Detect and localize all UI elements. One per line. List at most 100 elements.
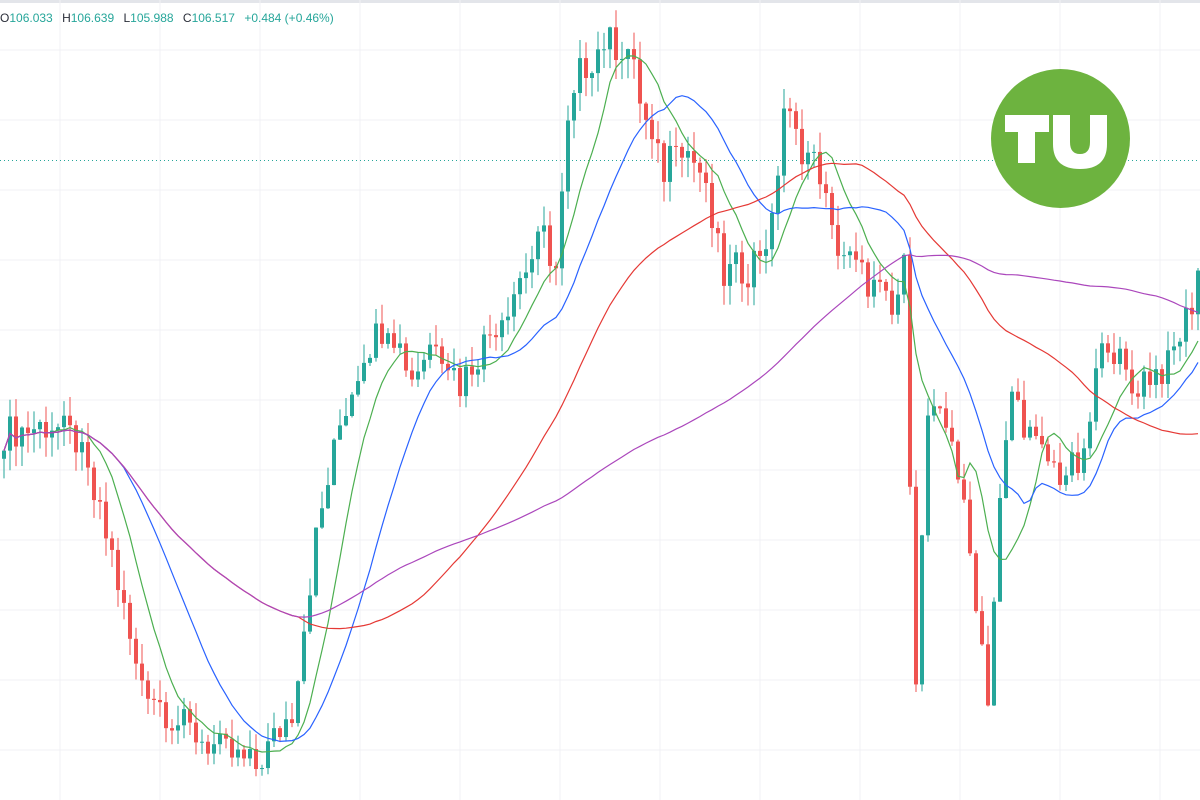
candle-down <box>788 108 792 112</box>
candle-down <box>458 368 462 397</box>
candle-down <box>278 728 282 738</box>
candle-down <box>662 143 666 182</box>
candle-down <box>1160 369 1164 384</box>
candle-up <box>1166 350 1170 384</box>
candle-down <box>224 733 228 739</box>
candle-down <box>92 467 96 501</box>
candle-down <box>746 283 750 288</box>
candle-up <box>764 249 768 256</box>
candle-up <box>248 749 252 759</box>
candle-up <box>2 450 6 459</box>
candle-down <box>980 611 984 645</box>
candle-down <box>860 259 864 263</box>
candle-up <box>1004 440 1008 499</box>
candle-down <box>1130 369 1134 394</box>
candle-down <box>206 741 210 754</box>
candle-up <box>1064 475 1068 485</box>
candle-up <box>350 394 354 417</box>
candle-down <box>944 408 948 428</box>
candle-down <box>1034 426 1038 436</box>
candle-down <box>650 119 654 140</box>
candle-up <box>38 422 42 430</box>
candle-down <box>710 183 714 229</box>
candle-up <box>1082 448 1086 473</box>
candle-up <box>902 254 906 295</box>
candle-down <box>494 335 498 338</box>
candle-down <box>116 549 120 591</box>
candle-down <box>584 58 588 79</box>
candle-down <box>968 499 972 554</box>
candle-up <box>1028 426 1032 438</box>
candle-down <box>674 145 678 147</box>
candle-up <box>1142 371 1146 397</box>
candle-up <box>452 368 456 371</box>
candle-down <box>380 323 384 344</box>
candle-up <box>992 601 996 706</box>
high-value: 106.639 <box>70 11 115 25</box>
candle-up <box>1088 421 1092 449</box>
candle-down <box>986 644 990 706</box>
candle-down <box>1148 371 1152 385</box>
candle-down <box>1076 452 1080 473</box>
candle-up <box>272 728 276 742</box>
candle-down <box>1022 399 1026 438</box>
candle-down <box>962 479 966 500</box>
candle-up <box>386 333 390 344</box>
candle-down <box>440 346 444 364</box>
candle-up <box>284 719 288 738</box>
ma-20-line <box>3 95 1199 743</box>
candle-up <box>374 323 378 358</box>
candle-down <box>86 442 90 468</box>
candle-up <box>770 212 774 250</box>
candle-up <box>1118 348 1122 364</box>
candle-up <box>212 744 216 754</box>
candle-down <box>134 638 138 664</box>
candle-down <box>698 162 702 173</box>
candle-down <box>800 128 804 165</box>
candle-up <box>368 357 372 363</box>
candle-up <box>542 225 546 232</box>
candle-down <box>656 139 660 144</box>
candle-up <box>326 485 330 509</box>
candle-up <box>332 439 336 486</box>
candle-down <box>254 749 258 770</box>
candle-up <box>530 259 534 273</box>
candle-up <box>218 733 222 745</box>
high-label: H <box>62 11 71 25</box>
candle-up <box>20 427 24 447</box>
candle-up <box>176 725 180 731</box>
change-value: +0.484 (+0.46%) <box>244 11 334 25</box>
candle-down <box>638 59 642 104</box>
candle-down <box>680 146 684 158</box>
low-label: L <box>123 11 131 25</box>
candle-down <box>1136 393 1140 397</box>
candle-up <box>776 175 780 213</box>
candle-up <box>926 415 930 536</box>
candle-up <box>80 442 84 453</box>
candle-down <box>98 500 102 502</box>
candle-down <box>44 422 48 438</box>
candle-down <box>188 709 192 723</box>
candle-down <box>404 343 408 371</box>
candle-up <box>236 749 240 758</box>
candle-down <box>122 590 126 603</box>
candle-up <box>602 49 606 51</box>
candle-down <box>956 441 960 480</box>
candle-down <box>1058 462 1062 485</box>
candle-down <box>854 251 858 260</box>
candle-up <box>806 152 810 165</box>
candle-up <box>734 252 738 265</box>
candle-down <box>446 363 450 371</box>
candle-up <box>686 151 690 158</box>
candle-down <box>908 254 912 487</box>
candle-up <box>476 369 480 375</box>
candle-down <box>1112 352 1116 364</box>
candle-down <box>128 602 132 639</box>
candle-up <box>356 381 360 395</box>
candle-down <box>1040 435 1044 445</box>
candle-up <box>620 58 624 61</box>
candle-up <box>362 362 366 382</box>
